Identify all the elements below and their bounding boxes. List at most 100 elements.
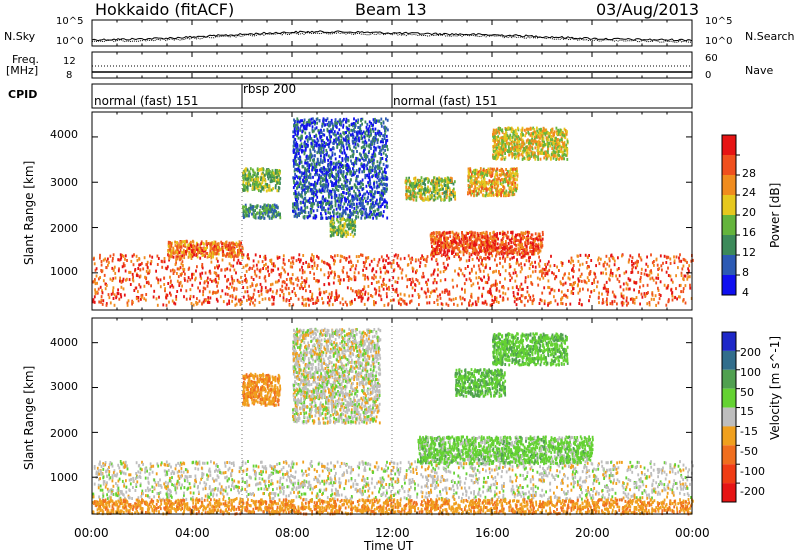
echo-cell xyxy=(420,191,422,195)
echo-cell xyxy=(349,211,352,215)
echo-cell xyxy=(407,179,409,183)
echo-cell xyxy=(332,210,334,214)
echo-cell xyxy=(335,187,338,191)
echo-cell xyxy=(225,245,227,249)
echo-cell xyxy=(439,195,442,199)
echo-cell xyxy=(425,257,428,261)
echo-cell xyxy=(274,168,277,172)
echo-cell xyxy=(337,203,340,207)
echo-cell xyxy=(366,163,369,167)
echo-cell xyxy=(293,287,295,291)
echo-cell xyxy=(350,170,352,174)
echo-cell xyxy=(295,195,297,198)
echo-cell xyxy=(179,245,182,249)
echo-cell xyxy=(271,203,274,207)
echo-cell xyxy=(355,264,358,268)
echo-cell xyxy=(373,182,375,186)
echo-cell xyxy=(435,281,438,285)
echo-cell xyxy=(107,293,110,297)
echo-cell xyxy=(639,256,642,260)
echo-cell xyxy=(632,262,635,266)
echo-cell xyxy=(305,303,307,307)
echo-cell xyxy=(428,190,430,194)
echo-cell xyxy=(578,268,581,272)
echo-cell xyxy=(295,180,298,184)
echo-cell xyxy=(242,176,244,180)
echo-cell xyxy=(319,180,322,184)
echo-cell xyxy=(488,256,491,260)
echo-cell xyxy=(432,186,435,190)
echo-cell xyxy=(249,184,252,187)
echo-cell xyxy=(236,261,239,265)
echo-cell xyxy=(620,294,623,298)
echo-cell xyxy=(196,255,199,259)
echo-cell xyxy=(246,186,249,190)
echo-cell xyxy=(108,261,110,265)
echo-cell xyxy=(346,184,349,188)
echo-cell xyxy=(348,255,351,259)
echo-cell xyxy=(436,192,439,195)
echo-cell xyxy=(383,144,386,147)
echo-cell xyxy=(256,187,259,191)
echo-cell xyxy=(248,170,251,174)
echo-cell xyxy=(386,164,389,168)
echo-cell xyxy=(531,302,534,306)
echo-cell xyxy=(366,202,369,206)
echo-cell xyxy=(170,293,172,297)
echo-cell xyxy=(306,161,309,165)
echo-cell xyxy=(342,270,344,274)
echo-cell xyxy=(423,290,426,294)
echo-cell xyxy=(254,171,256,175)
echo-cell xyxy=(370,294,372,297)
echo-cell xyxy=(416,269,418,273)
echo-cell xyxy=(584,253,587,257)
echo-cell xyxy=(504,257,507,261)
echo-cell xyxy=(251,282,254,286)
echo-cell xyxy=(253,173,256,177)
echo-cell xyxy=(361,254,364,257)
echo-cell xyxy=(345,117,348,121)
echo-cell xyxy=(353,171,356,174)
echo-cell xyxy=(365,164,367,168)
echo-cell xyxy=(436,184,438,188)
echo-cell xyxy=(238,250,241,254)
echo-cell xyxy=(118,297,121,301)
echo-cell xyxy=(267,208,269,212)
echo-cell xyxy=(357,174,359,178)
echo-cell xyxy=(448,297,451,301)
echo-cell xyxy=(239,242,242,246)
echo-cell xyxy=(329,224,332,228)
echo-cell xyxy=(183,295,185,299)
echo-cell xyxy=(448,292,451,296)
echo-cell xyxy=(153,289,156,293)
echo-cell xyxy=(343,224,345,228)
echo-cell xyxy=(556,302,559,306)
echo-cell xyxy=(105,303,108,307)
echo-cell xyxy=(359,128,361,132)
echo-cell xyxy=(323,128,325,132)
echo-cell xyxy=(487,246,490,250)
echo-cell xyxy=(350,213,353,217)
echo-cell xyxy=(435,250,438,254)
echo-cell xyxy=(518,263,520,267)
echo-cell xyxy=(294,210,297,214)
echo-cell xyxy=(513,268,516,272)
echo-cell xyxy=(331,218,334,222)
echo-cell xyxy=(337,138,339,142)
echo-cell xyxy=(310,137,313,141)
echo-cell xyxy=(367,284,370,288)
echo-cell xyxy=(145,293,148,296)
echo-cell xyxy=(312,199,314,203)
echo-cell xyxy=(320,131,323,135)
echo-cell xyxy=(565,294,568,298)
echo-cell xyxy=(372,277,375,281)
echo-cell xyxy=(376,184,379,188)
echo-cell xyxy=(334,152,336,156)
echo-cell xyxy=(303,279,306,283)
echo-cell xyxy=(192,272,195,276)
echo-cell xyxy=(430,191,433,195)
echo-cell xyxy=(278,273,281,277)
echo-cell xyxy=(436,273,439,277)
echo-cell xyxy=(639,302,641,306)
echo-cell xyxy=(167,282,170,285)
